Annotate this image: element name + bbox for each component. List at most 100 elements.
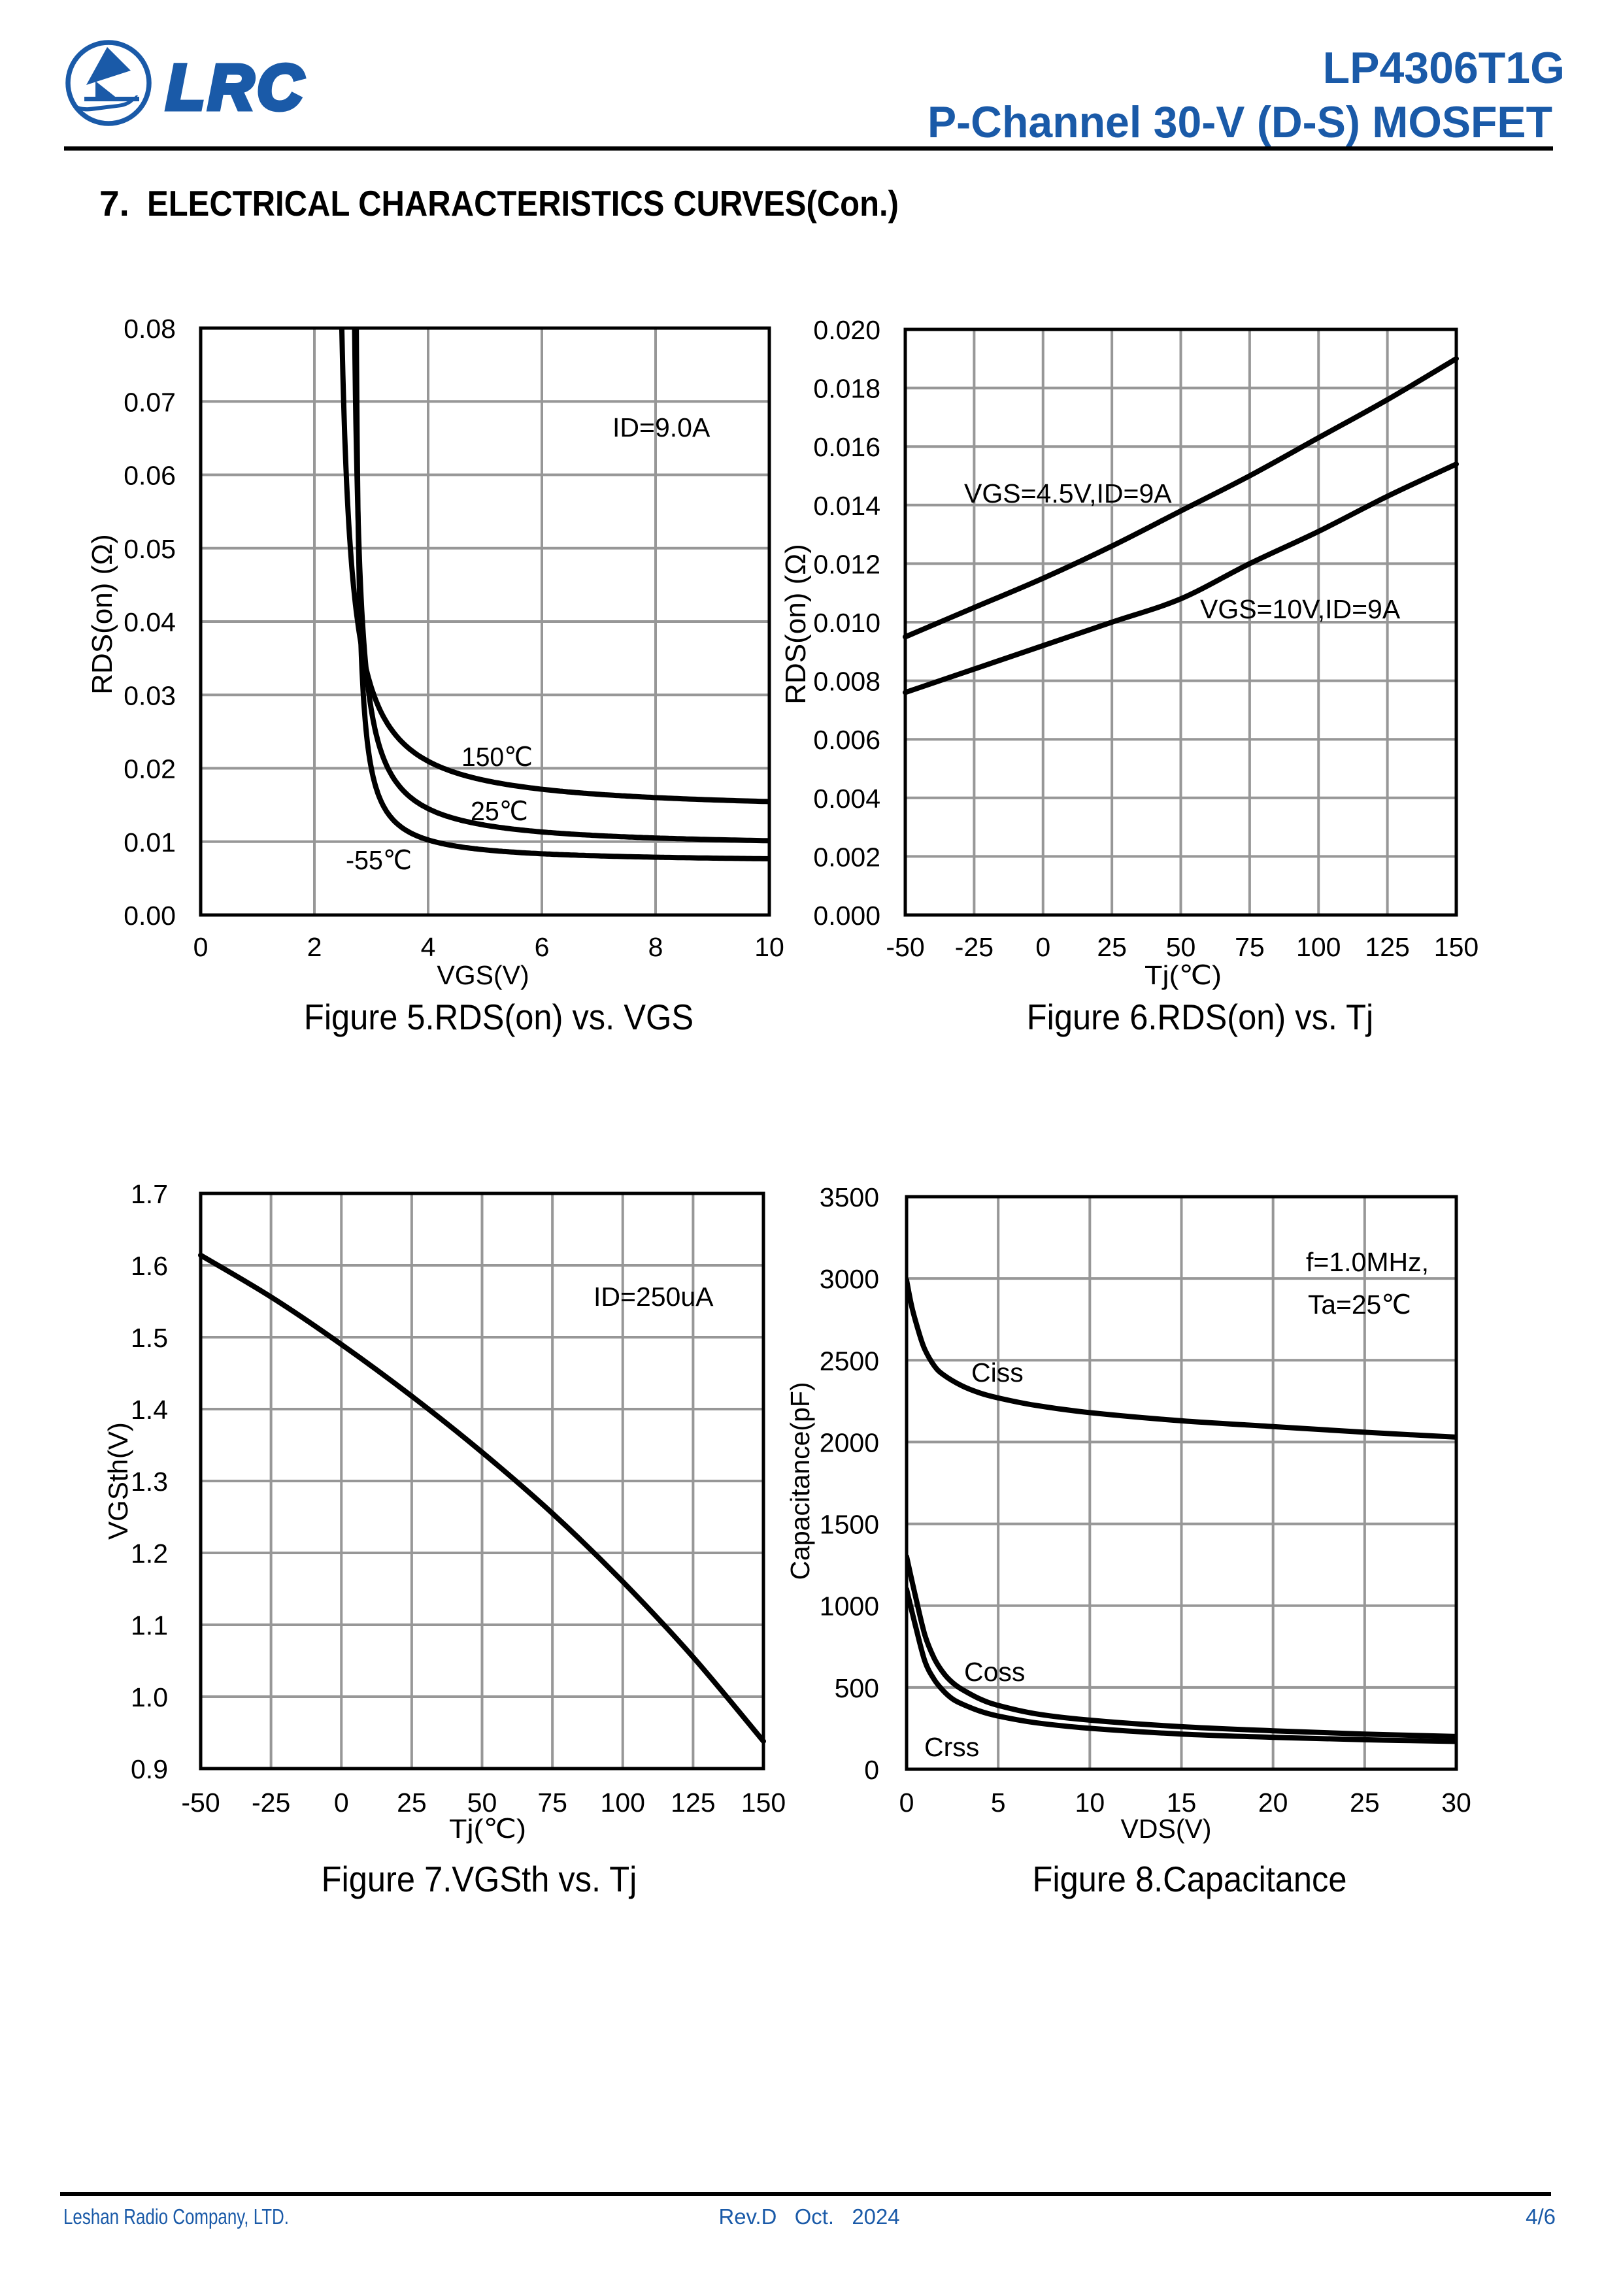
svg-text:30: 30 bbox=[1441, 1788, 1471, 1818]
svg-text:VGS=4.5V,ID=9A: VGS=4.5V,ID=9A bbox=[964, 478, 1172, 508]
svg-text:0: 0 bbox=[334, 1788, 349, 1818]
svg-text:0: 0 bbox=[193, 932, 209, 962]
svg-text:5: 5 bbox=[991, 1788, 1006, 1818]
svg-text:Figure 5.RDS(on) vs. VGS: Figure 5.RDS(on) vs. VGS bbox=[304, 997, 694, 1037]
svg-text:-50: -50 bbox=[886, 932, 924, 962]
svg-text:50: 50 bbox=[1166, 932, 1196, 962]
svg-text:25℃: 25℃ bbox=[471, 796, 528, 826]
svg-text:0.008: 0.008 bbox=[813, 667, 880, 697]
svg-text:1.3: 1.3 bbox=[131, 1467, 168, 1497]
svg-text:Crss: Crss bbox=[924, 1732, 979, 1762]
svg-text:LRC: LRC bbox=[166, 52, 306, 123]
svg-text:150: 150 bbox=[1434, 932, 1479, 962]
svg-text:125: 125 bbox=[671, 1788, 715, 1818]
svg-text:1.7: 1.7 bbox=[131, 1179, 168, 1209]
svg-text:15: 15 bbox=[1167, 1788, 1197, 1818]
svg-text:-25: -25 bbox=[955, 932, 994, 962]
svg-text:0.02: 0.02 bbox=[124, 754, 176, 784]
svg-text:VGS(V): VGS(V) bbox=[437, 960, 529, 990]
svg-text:Rev.D Oct. 2024: Rev.D Oct. 2024 bbox=[719, 2204, 900, 2229]
svg-text:3500: 3500 bbox=[820, 1182, 879, 1212]
svg-text:25: 25 bbox=[397, 1788, 427, 1818]
svg-text:VDS(V): VDS(V) bbox=[1121, 1814, 1212, 1844]
svg-text:2500: 2500 bbox=[820, 1346, 879, 1376]
svg-text:20: 20 bbox=[1258, 1788, 1288, 1818]
svg-text:2: 2 bbox=[307, 932, 322, 962]
svg-text:1.0: 1.0 bbox=[131, 1682, 168, 1712]
svg-text:Tj(℃): Tj(℃) bbox=[449, 1814, 526, 1844]
svg-text:VGSth(V): VGSth(V) bbox=[103, 1422, 133, 1540]
svg-text:6: 6 bbox=[535, 932, 550, 962]
svg-text:100: 100 bbox=[601, 1788, 645, 1818]
svg-text:1.1: 1.1 bbox=[131, 1610, 168, 1640]
svg-text:ELECTRICAL CHARACTERISTICS CUR: ELECTRICAL CHARACTERISTICS CURVES(Con.) bbox=[147, 183, 899, 224]
svg-text:Figure 6.RDS(on) vs. Tj: Figure 6.RDS(on) vs. Tj bbox=[1027, 997, 1374, 1037]
svg-text:75: 75 bbox=[1235, 932, 1265, 962]
svg-text:ID=250uA: ID=250uA bbox=[593, 1282, 714, 1312]
svg-text:1000: 1000 bbox=[820, 1591, 879, 1622]
svg-text:0.04: 0.04 bbox=[124, 607, 176, 637]
svg-text:1.5: 1.5 bbox=[131, 1323, 168, 1353]
svg-text:Ta=25℃: Ta=25℃ bbox=[1308, 1289, 1411, 1320]
svg-text:-55℃: -55℃ bbox=[346, 845, 412, 875]
svg-text:10: 10 bbox=[1075, 1788, 1105, 1818]
svg-text:150℃: 150℃ bbox=[461, 742, 533, 772]
svg-text:8: 8 bbox=[648, 932, 663, 962]
svg-text:3000: 3000 bbox=[820, 1264, 879, 1294]
svg-text:0.002: 0.002 bbox=[813, 842, 880, 872]
svg-text:Tj(℃): Tj(℃) bbox=[1145, 960, 1222, 990]
svg-text:2000: 2000 bbox=[820, 1427, 879, 1457]
svg-text:0.000: 0.000 bbox=[813, 901, 880, 931]
svg-text:10: 10 bbox=[754, 932, 784, 962]
svg-text:0.08: 0.08 bbox=[124, 314, 176, 344]
svg-text:P-Channel 30-V (D-S) MOSFET: P-Channel 30-V (D-S) MOSFET bbox=[927, 97, 1552, 147]
svg-text:0.006: 0.006 bbox=[813, 725, 880, 755]
svg-text:0.03: 0.03 bbox=[124, 680, 176, 710]
svg-text:50: 50 bbox=[467, 1788, 497, 1818]
svg-text:RDS(on) (Ω): RDS(on) (Ω) bbox=[86, 534, 118, 695]
svg-text:25: 25 bbox=[1350, 1788, 1380, 1818]
svg-text:0.004: 0.004 bbox=[813, 784, 880, 814]
svg-text:75: 75 bbox=[537, 1788, 567, 1818]
svg-text:Coss: Coss bbox=[964, 1657, 1025, 1687]
svg-text:100: 100 bbox=[1296, 932, 1341, 962]
svg-text:7.: 7. bbox=[99, 183, 129, 224]
svg-text:0.05: 0.05 bbox=[124, 534, 176, 564]
svg-text:0.016: 0.016 bbox=[813, 432, 880, 462]
svg-text:1.2: 1.2 bbox=[131, 1539, 168, 1569]
svg-text:0.01: 0.01 bbox=[124, 827, 176, 857]
svg-text:0.010: 0.010 bbox=[813, 608, 880, 638]
svg-text:0: 0 bbox=[899, 1788, 914, 1818]
svg-text:-50: -50 bbox=[181, 1788, 220, 1818]
svg-text:25: 25 bbox=[1097, 932, 1127, 962]
svg-text:0.9: 0.9 bbox=[131, 1754, 168, 1784]
svg-text:Capacitance(pF): Capacitance(pF) bbox=[785, 1382, 815, 1580]
svg-text:4/6: 4/6 bbox=[1526, 2204, 1556, 2229]
svg-text:0: 0 bbox=[864, 1755, 879, 1785]
svg-text:0.07: 0.07 bbox=[124, 387, 176, 417]
svg-text:VGS=10V,ID=9A: VGS=10V,ID=9A bbox=[1200, 594, 1401, 624]
svg-text:-25: -25 bbox=[252, 1788, 290, 1818]
svg-text:Ciss: Ciss bbox=[971, 1357, 1024, 1388]
svg-text:1.6: 1.6 bbox=[131, 1251, 168, 1281]
svg-text:125: 125 bbox=[1365, 932, 1409, 962]
svg-text:0.014: 0.014 bbox=[813, 491, 880, 521]
svg-text:Leshan Radio Company, LTD.: Leshan Radio Company, LTD. bbox=[63, 2204, 289, 2229]
svg-text:ID=9.0A: ID=9.0A bbox=[612, 412, 710, 442]
svg-text:Figure 8.Capacitance: Figure 8.Capacitance bbox=[1032, 1859, 1346, 1899]
svg-text:RDS(on) (Ω): RDS(on) (Ω) bbox=[780, 544, 812, 705]
svg-text:500: 500 bbox=[835, 1673, 879, 1703]
svg-text:Figure 7.VGSth vs. Tj: Figure 7.VGSth vs. Tj bbox=[322, 1859, 637, 1899]
svg-text:1.4: 1.4 bbox=[131, 1395, 168, 1425]
svg-text:0.020: 0.020 bbox=[813, 315, 880, 345]
svg-text:150: 150 bbox=[741, 1788, 786, 1818]
svg-text:0.012: 0.012 bbox=[813, 549, 880, 579]
svg-text:0: 0 bbox=[1035, 932, 1050, 962]
svg-text:0.06: 0.06 bbox=[124, 461, 176, 491]
svg-text:0.018: 0.018 bbox=[813, 374, 880, 404]
svg-text:0.00: 0.00 bbox=[124, 901, 176, 931]
svg-text:1500: 1500 bbox=[820, 1510, 879, 1540]
svg-text:f=1.0MHz,: f=1.0MHz, bbox=[1306, 1247, 1429, 1277]
svg-text:LP4306T1G: LP4306T1G bbox=[1323, 43, 1565, 93]
svg-text:4: 4 bbox=[421, 932, 436, 962]
